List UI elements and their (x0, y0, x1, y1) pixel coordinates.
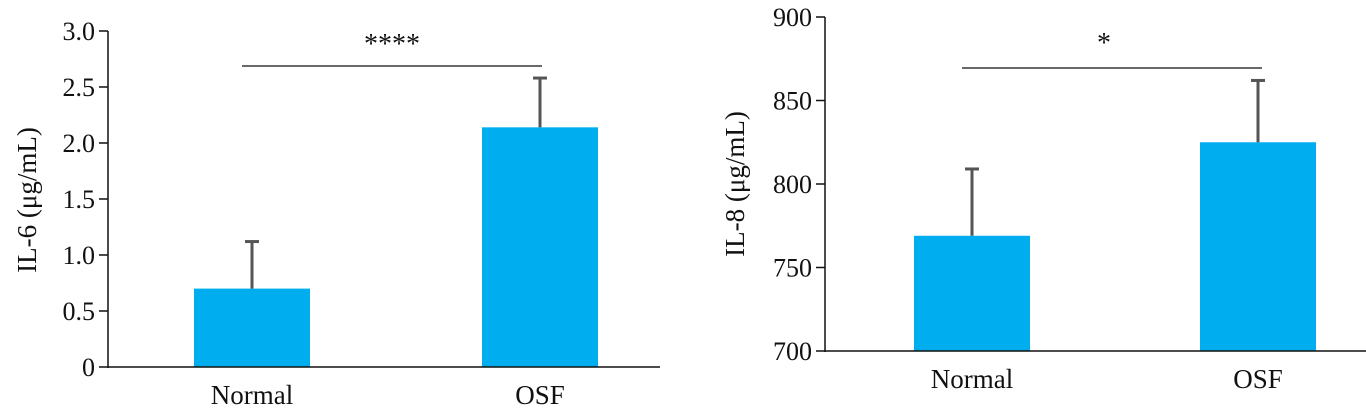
il8-significance-label: * (1097, 28, 1111, 59)
il6-significance-label: **** (364, 29, 420, 60)
il8-x-tick-label-osf: OSF (1233, 364, 1283, 394)
il6-y-tick-label: 1.5 (63, 185, 96, 214)
il8-chart: IL-8 (μg/mL) Normal OSF 700 750 800 850 900 * (720, 3, 1366, 394)
il6-x-tick-label-normal: Normal (211, 380, 293, 410)
il6-y-tick-label: 3.0 (63, 17, 96, 46)
il8-x-tick-label-normal: Normal (931, 364, 1013, 394)
il8-bar-osf (1200, 142, 1316, 351)
il8-bar-normal (914, 235, 1030, 351)
il6-y-tick-label: 1.0 (63, 241, 96, 270)
il8-y-tick-label: 750 (773, 254, 812, 283)
il6-y-tick-label: 0 (82, 353, 95, 382)
il6-bar-osf (482, 127, 598, 367)
il6-y-tick-label: 2.0 (63, 129, 96, 158)
il8-y-tick-label: 700 (773, 337, 812, 366)
il6-y-axis-label: IL-6 (μg/mL) (12, 127, 42, 273)
il6-chart: IL-6 (μg/mL) Normal OSF 0 0.5 1.0 1.5 2.0 2.5 3.… (12, 17, 660, 410)
il6-y-tick-label: 0.5 (63, 297, 96, 326)
il8-y-tick-label: 800 (773, 170, 812, 199)
il8-y-tick-label: 850 (773, 87, 812, 116)
il8-y-axis-label: IL-8 (μg/mL) (720, 111, 750, 257)
il8-y-tick-label: 900 (773, 3, 812, 32)
il6-x-tick-label-osf: OSF (515, 380, 565, 410)
il6-y-tick-label: 2.5 (63, 73, 96, 102)
il6-bar-normal (194, 288, 310, 367)
